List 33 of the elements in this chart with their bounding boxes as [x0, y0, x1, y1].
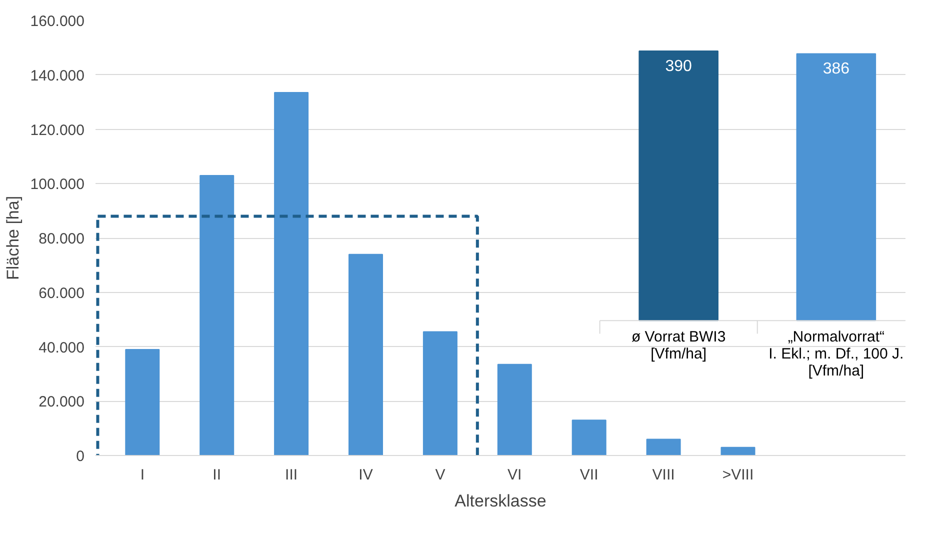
x-tick-label: VI [508, 466, 522, 484]
bar [200, 174, 234, 456]
x-tick-label: >VIII [722, 466, 754, 484]
y-tick-label: 60.000 [38, 284, 85, 302]
data-label: 390 [665, 58, 692, 75]
x-tick-label: ø Vorrat BWI3 [Vfm/ha] [631, 328, 726, 363]
y-tick-label: 40.000 [38, 339, 85, 356]
y-tick-label: 100.000 [30, 176, 85, 194]
bar [572, 420, 606, 456]
bar [646, 438, 681, 456]
y-tick-label: 80.000 [38, 230, 85, 248]
bar [720, 446, 756, 456]
data-label: 386 [822, 60, 850, 78]
bar [274, 92, 309, 456]
bar [348, 254, 383, 456]
y-tick-label: 20.000 [38, 394, 85, 411]
y-tick-label: 0 [76, 448, 84, 465]
x-tick-label: „Normalvorrat“ I. Ekl.; m. Df., 100 J. [Vfm/ha] [768, 328, 904, 380]
x-tick-label: VII [580, 466, 598, 484]
x-tick-label: VIII [652, 466, 675, 484]
bar [497, 364, 532, 456]
x-tick-label: II [212, 466, 222, 484]
x-axis-title: Altersklasse [454, 492, 546, 510]
x-tick-label: III [285, 466, 298, 484]
x-tick-label: V [435, 466, 446, 484]
y-axis-title: Fläche [ha] [3, 196, 22, 280]
y-tick-label: 140.000 [30, 67, 85, 84]
x-tick-label: I [140, 466, 144, 484]
y-tick-label: 160.000 [30, 13, 85, 30]
bar [422, 331, 458, 456]
bar [125, 348, 160, 456]
y-tick-label: 120.000 [30, 122, 85, 139]
x-tick-label: IV [358, 466, 373, 484]
